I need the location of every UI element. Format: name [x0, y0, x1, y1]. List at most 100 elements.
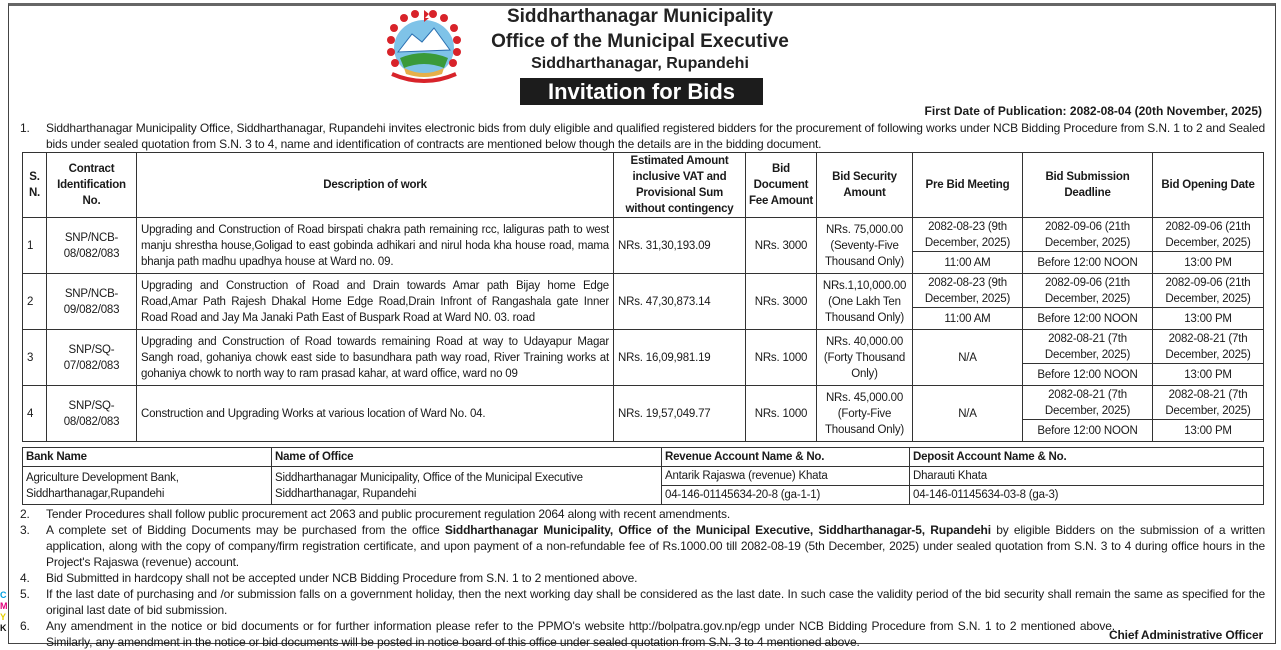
pre-bid-meeting: N/A: [912, 329, 1023, 386]
office-name-cell: Siddharthanagar Municipality, Office of …: [271, 466, 662, 505]
column-header: S. N.: [22, 152, 47, 218]
column-header: Bid Opening Date: [1152, 152, 1264, 218]
estimated-amount: NRs. 16,09,981.19: [613, 329, 746, 386]
item-text: Any amendment in the notice or bid docum…: [46, 619, 1115, 649]
serial-number: 3: [22, 329, 47, 386]
estimated-amount: NRs. 31,30,193.09: [613, 217, 746, 274]
opening-time: 13:00 PM: [1152, 363, 1264, 386]
bid-document-fee: NRs. 1000: [745, 385, 817, 442]
opening-time: 13:00 PM: [1152, 307, 1264, 330]
estimated-amount: NRs. 47,30,873.14: [613, 273, 746, 330]
note-post: by eligible Bidders on the submission of…: [46, 523, 1265, 569]
estimated-amount: NRs. 19,57,049.77: [613, 385, 746, 442]
intro-paragraph: 1. Siddharthanagar Municipality Office, …: [20, 120, 1265, 152]
deposit-account-number: 04-146-01145634-03-8 (ga-3): [909, 485, 1264, 505]
submission-date: 2082-08-21 (7th December, 2025): [1022, 329, 1153, 364]
nepal-emblem-logo: [387, 10, 461, 83]
note-item: 5. If the last date of purchasing and /or…: [20, 586, 1265, 618]
pre-bid-time: 11:00 AM: [912, 307, 1023, 330]
pre-bid-time: 11:00 AM: [912, 251, 1023, 274]
submission-date: 2082-09-06 (21th December, 2025): [1022, 273, 1153, 308]
note-pre: A complete set of Bidding Documents may …: [46, 523, 445, 537]
table-row: 1 SNP/NCB-08/082/083 Upgrading and Constru…: [22, 217, 1264, 274]
opening-date: 2082-09-06 (21th December, 2025): [1152, 217, 1264, 252]
item-number: 3.: [20, 523, 30, 537]
pre-bid-meeting: N/A: [912, 385, 1023, 442]
bid-document-fee: NRs. 3000: [745, 273, 817, 330]
item-text: A complete set of Bidding Documents may …: [46, 522, 1265, 570]
item-text: Tender Procedures shall follow public pr…: [46, 507, 731, 521]
item-number: 5.: [20, 587, 30, 601]
item-text: Bid Submitted in hardcopy shall not be a…: [46, 571, 638, 585]
bid-document-fee: NRs. 3000: [745, 217, 817, 274]
bid-document-fee: NRs. 1000: [745, 329, 817, 386]
bids-table: S. N. Contract Identification No. Descript…: [22, 152, 1264, 442]
opening-date: 2082-08-21 (7th December, 2025): [1152, 329, 1264, 364]
item-text: Siddharthanagar Municipality Office, Sid…: [46, 121, 1265, 151]
item-number: 2.: [20, 507, 30, 521]
column-header: Bid Security Amount: [816, 152, 913, 218]
bid-security-amount: NRs. 40,000.00 (Forty Thousand Only): [816, 329, 913, 386]
bid-security-amount: NRs. 45,000.00 (Forty-Five Thousand Only…: [816, 385, 913, 442]
work-description: Upgrading and Construction of Road towar…: [136, 329, 614, 386]
item-text: If the last date of purchasing and /or s…: [46, 587, 1265, 617]
submission-time: Before 12:00 NOON: [1022, 419, 1153, 442]
contract-id: SNP/NCB-09/082/083: [46, 273, 137, 330]
work-description: Upgrading and Construction of Road and D…: [136, 273, 614, 330]
pre-bid-date: 2082-08-23 (9th December, 2025): [912, 217, 1023, 252]
note-item: 6. Any amendment in the notice or bid doc…: [20, 618, 1265, 650]
serial-number: 1: [22, 217, 47, 274]
contract-id: SNP/SQ-08/082/083: [46, 385, 137, 442]
office-header: Name of Office: [271, 447, 662, 467]
note-bold: Siddharthanagar Municipality, Office of …: [444, 523, 991, 537]
item-number: 6.: [20, 619, 30, 633]
publication-date: First Date of Publication: 2082-08-04 (2…: [924, 104, 1262, 118]
opening-time: 13:00 PM: [1152, 419, 1264, 442]
bank-account-table: Bank Name Name of Office Revenue Account…: [22, 447, 1264, 505]
contract-id: SNP/NCB-08/082/083: [46, 217, 137, 274]
item-number: 4.: [20, 571, 30, 585]
signatory: Chief Administrative Officer: [1108, 628, 1263, 642]
serial-number: 2: [22, 273, 47, 330]
column-header: Pre Bid Meeting: [912, 152, 1023, 218]
opening-time: 13:00 PM: [1152, 251, 1264, 274]
column-header: Estimated Amount inclusive VAT and Provi…: [613, 152, 746, 218]
table-row-time: 11:00 AM Before 12:00 NOON 13:00 PM: [23, 307, 1264, 330]
table-row-time: Before 12:00 NOON 13:00 PM: [23, 419, 1264, 442]
table-row: 3 SNP/SQ-07/082/083 Upgrading and Construc…: [22, 329, 1264, 386]
submission-time: Before 12:00 NOON: [1022, 363, 1153, 386]
office-location: Siddharthanagar, Rupandehi: [531, 55, 749, 72]
column-header: Bid Submission Deadline: [1022, 152, 1153, 218]
contract-id: SNP/SQ-07/082/083: [46, 329, 137, 386]
note-item: 2. Tender Procedures shall follow public …: [20, 506, 1265, 522]
work-description: Construction and Upgrading Works at vari…: [136, 385, 614, 442]
column-header: Bid Document Fee Amount: [745, 152, 817, 218]
submission-time: Before 12:00 NOON: [1022, 307, 1153, 330]
office-line2: Siddharthanagar, Rupandehi: [275, 487, 417, 500]
bid-security-amount: NRs. 75,000.00 (Seventy-Five Thousand On…: [816, 217, 913, 274]
table-row: 2 SNP/NCB-09/082/083 Upgrading and Constru…: [22, 273, 1264, 330]
bank-name: Agriculture Development Bank, Siddhartha…: [22, 466, 272, 505]
deposit-account-name: Dharauti Khata: [909, 466, 1264, 486]
invitation-banner: Invitation for Bids: [520, 78, 763, 105]
opening-date: 2082-08-21 (7th December, 2025): [1152, 385, 1264, 420]
office-name: Office of the Municipal Executive: [491, 31, 789, 52]
revenue-account-number: 04-146-01145634-20-8 (ga-1-1): [661, 485, 910, 505]
print-mark-k: K: [0, 623, 7, 633]
column-header: Description of work: [136, 152, 614, 218]
submission-date: 2082-09-06 (21th December, 2025): [1022, 217, 1153, 252]
notice-frame: [8, 3, 1276, 644]
pre-bid-date: 2082-08-23 (9th December, 2025): [912, 273, 1023, 308]
opening-date: 2082-09-06 (21th December, 2025): [1152, 273, 1264, 308]
table-row-time: Before 12:00 NOON 13:00 PM: [23, 363, 1264, 386]
column-header: Contract Identification No.: [46, 152, 137, 218]
print-mark-c: C: [0, 590, 7, 600]
note-item: 3. A complete set of Bidding Documents ma…: [20, 522, 1265, 570]
submission-time: Before 12:00 NOON: [1022, 251, 1153, 274]
note-item: 4. Bid Submitted in hardcopy shall not be…: [20, 570, 1265, 586]
submission-date: 2082-08-21 (7th December, 2025): [1022, 385, 1153, 420]
work-description: Upgrading and Construction of Road birsp…: [136, 217, 614, 274]
bank-header: Bank Name: [22, 447, 272, 467]
office-line1: Siddharthanagar Municipality, Office of …: [275, 471, 583, 484]
deposit-header: Deposit Account Name & No.: [909, 447, 1264, 467]
